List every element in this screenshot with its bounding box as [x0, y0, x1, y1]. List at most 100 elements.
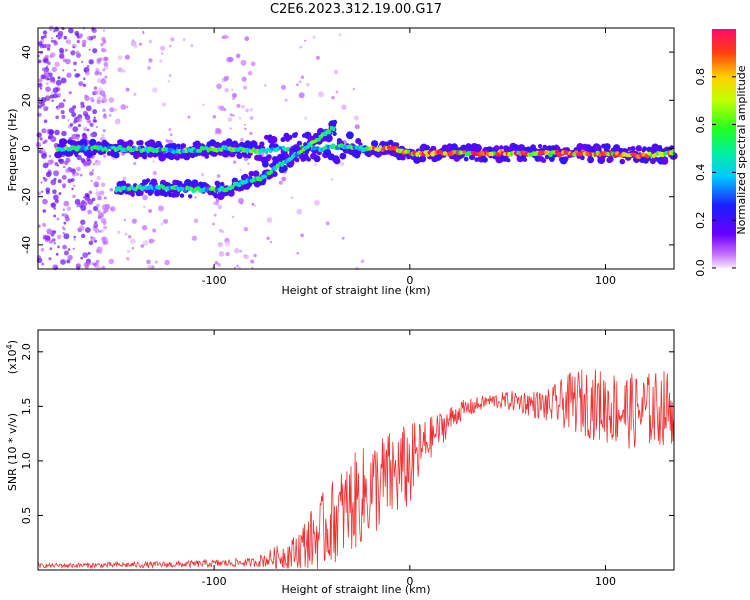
spectrogram-cell [122, 176, 127, 180]
spectrogram-cell [75, 172, 80, 176]
spectrogram-cell [424, 145, 430, 151]
spectrogram-x-tick-label: 100 [595, 274, 616, 287]
spectrogram-cell [103, 225, 108, 230]
spectrogram-cell [82, 83, 87, 88]
spectrogram-cell [219, 105, 225, 112]
spectrogram-cell [61, 114, 66, 119]
spectrogram-cell [240, 202, 243, 205]
spectrogram-cell [49, 94, 55, 99]
spectrogram-cell [92, 48, 98, 54]
spectrogram-cell [52, 189, 57, 194]
spectrogram-cell [232, 160, 237, 164]
spectrogram-cell [95, 191, 101, 197]
spectrogram-cell [493, 145, 500, 152]
spectrogram-cell [84, 95, 90, 101]
spectrogram-cell [80, 158, 86, 163]
spectrogram-cell [78, 81, 84, 87]
spectrogram-cell [74, 152, 79, 157]
spectrogram-cell [139, 42, 142, 46]
spectrogram-cell [90, 179, 93, 183]
spectrogram-cell [117, 55, 123, 60]
spectrogram-cell [95, 67, 99, 72]
spectrogram-cell [48, 129, 55, 135]
spectrogram-cell [40, 74, 46, 80]
spectrogram-cell [239, 249, 243, 253]
spectrogram-cell [53, 177, 57, 181]
spectrogram-cell [109, 187, 114, 192]
spectrogram-cell [325, 221, 330, 226]
spectrogram-cell [201, 172, 205, 177]
spectrogram-cell [313, 155, 321, 163]
spectrogram-cell [62, 58, 67, 63]
spectrogram-cell [249, 116, 254, 120]
spectrogram-cell [93, 86, 98, 90]
spectrogram-cell [296, 252, 300, 255]
spectrogram-cell [215, 127, 221, 134]
spectrogram-cell [324, 134, 333, 143]
spectrogram-cell [214, 201, 219, 206]
spectrogram-cell [287, 134, 293, 140]
spectrogram-cell [98, 71, 103, 76]
spectrogram-cell [83, 127, 88, 131]
spectrogram-cell [48, 72, 53, 78]
spectrogram-cell [53, 170, 60, 177]
spectrogram-cell [340, 161, 345, 166]
spectrogram-cell [154, 260, 158, 264]
spectrogram-cell [227, 117, 233, 122]
spectrogram-cell [50, 179, 57, 186]
snr-x-tick-label: -100 [202, 575, 227, 588]
spectrogram-cell [37, 59, 42, 64]
spectrogram-cell [249, 108, 253, 112]
colorbar-gradient [712, 29, 736, 268]
spectrogram-cell [253, 204, 256, 207]
spectrogram-cell [100, 78, 107, 85]
spectrogram-cell [236, 152, 243, 159]
spectrogram-cell [47, 78, 50, 81]
spectrogram-cell [61, 183, 67, 188]
spectrogram-cell [56, 217, 60, 221]
spectrogram-cell [53, 214, 56, 218]
spectrogram-cell [96, 99, 101, 105]
spectrogram-cell [169, 133, 173, 137]
spectrogram-cell [225, 251, 230, 257]
spectrogram-cell [88, 190, 93, 195]
spectrogram-cell [51, 91, 54, 94]
spectrogram-cell [51, 37, 54, 40]
spectrogram-cell [133, 44, 138, 49]
spectrogram-cell [77, 123, 81, 128]
spectrogram-cell [92, 109, 98, 115]
spectrogram-cell [218, 251, 225, 257]
spectrogram-cell [82, 201, 88, 207]
spectrogram-cell [82, 105, 86, 108]
spectrogram-cell [87, 198, 94, 205]
spectrogram-cell [243, 254, 249, 260]
spectrogram-cell [60, 77, 67, 84]
spectrogram-cell [99, 190, 105, 196]
spectrogram-cell [43, 106, 49, 112]
spectrogram-cell [269, 169, 273, 174]
spectrogram-cell [94, 228, 100, 234]
spectrogram-cell [204, 154, 209, 159]
spectrogram-cell [278, 180, 283, 185]
spectrogram-cell [133, 92, 137, 97]
spectrogram-cell [42, 198, 48, 205]
spectrogram-cell [232, 215, 235, 219]
spectrogram-cell [259, 141, 265, 147]
spectrogram-cell [327, 129, 332, 135]
spectrogram-cell [354, 124, 360, 130]
spectrogram-cell [245, 108, 249, 113]
spectrogram-cell [95, 259, 100, 264]
spectrogram-cell [117, 230, 121, 234]
spectrogram-cell [37, 41, 43, 47]
spectrogram-cell [57, 92, 61, 97]
spectrogram-cell [197, 151, 202, 156]
spectrogram-cell [40, 181, 43, 184]
spectrogram-cell [54, 129, 60, 136]
spectrogram-cell [72, 126, 79, 132]
spectrogram-cell [63, 200, 70, 207]
spectrogram-cell [217, 204, 223, 210]
spectrogram-cell [43, 58, 49, 64]
spectrogram-cell [46, 82, 49, 85]
spectrogram-cell [168, 128, 172, 132]
spectrogram-cell [101, 100, 105, 104]
